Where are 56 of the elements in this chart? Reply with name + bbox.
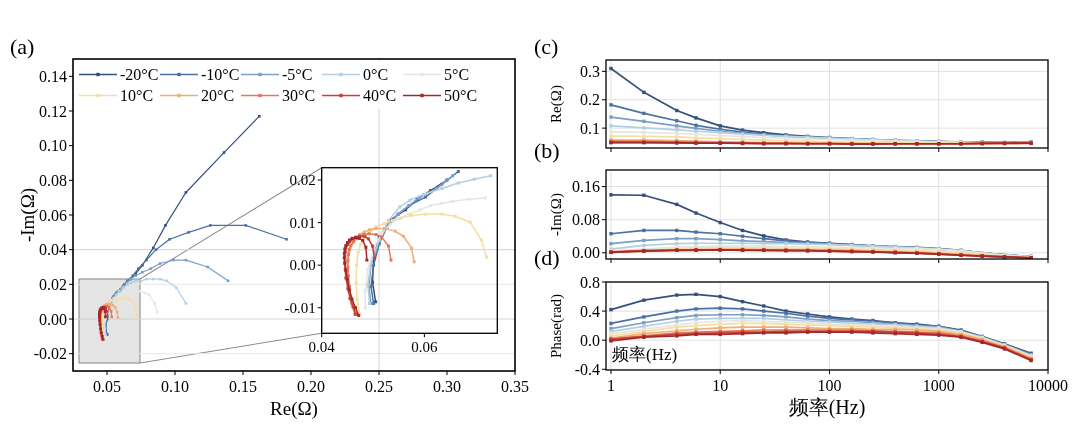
y-tick-label: 0.00 bbox=[289, 257, 316, 274]
chart-title: (b) bbox=[534, 138, 560, 163]
legend-label: 5°C bbox=[444, 66, 470, 83]
x-tick-label: 1000 bbox=[922, 377, 955, 394]
x-axis-title: 频率(Hz) bbox=[788, 396, 866, 419]
annotation: 频率(Hz) bbox=[612, 345, 678, 364]
y-tick-label: 0.06 bbox=[39, 206, 67, 224]
legend-label: 10°C bbox=[120, 87, 154, 104]
chart-title: (a) bbox=[10, 34, 35, 59]
x-tick-label: 0.35 bbox=[501, 378, 529, 395]
y-tick-label: 0.0 bbox=[580, 331, 600, 349]
y-tick-label: 0.08 bbox=[572, 211, 600, 229]
legend-label: 20°C bbox=[201, 87, 235, 104]
chart-title: (c) bbox=[534, 34, 559, 59]
legend-label: 50°C bbox=[444, 87, 478, 104]
y-tick-label: -0.4 bbox=[574, 360, 600, 378]
y-tick-label: 0.4 bbox=[580, 302, 600, 320]
x-tick-label: 100 bbox=[817, 377, 842, 394]
y-tick-label: 0.8 bbox=[580, 273, 600, 291]
legend-label: -20°C bbox=[120, 66, 159, 83]
y-tick-label: 0.3 bbox=[580, 62, 600, 80]
x-tick-label: 0.30 bbox=[433, 378, 461, 395]
y-axis-title: Phase(rad) bbox=[548, 293, 565, 359]
y-tick-label: 0.14 bbox=[39, 67, 67, 85]
legend-label: -5°C bbox=[282, 66, 313, 83]
y-tick-label: 0.04 bbox=[39, 241, 67, 259]
x-tick-label: 0.25 bbox=[365, 378, 393, 395]
x-tick-label: 10000 bbox=[1028, 377, 1068, 394]
y-tick-label: 0.10 bbox=[39, 137, 67, 155]
y-tick-label: 0.12 bbox=[39, 102, 67, 120]
y-tick-label: 0.00 bbox=[39, 310, 67, 328]
x-tick-label: 0.05 bbox=[93, 378, 121, 395]
y-tick-label: -0.02 bbox=[33, 345, 67, 363]
x-tick-label: 10 bbox=[712, 377, 729, 394]
x-tick-label: 0.20 bbox=[297, 378, 325, 395]
y-tick-label: 0.16 bbox=[572, 178, 600, 196]
y-tick-label: 0.02 bbox=[39, 275, 67, 293]
y-axis-title: Re(Ω) bbox=[548, 85, 565, 123]
legend-label: 30°C bbox=[282, 87, 316, 104]
y-tick-label: 0.00 bbox=[572, 244, 600, 262]
x-tick-label: 0.15 bbox=[229, 378, 257, 395]
y-axis-title: -Im(Ω) bbox=[16, 187, 39, 243]
y-tick-label: 0.08 bbox=[39, 171, 67, 189]
x-tick-label: 0.10 bbox=[161, 378, 189, 395]
legend-label: 40°C bbox=[363, 87, 397, 104]
y-tick-label: 0.2 bbox=[580, 91, 600, 109]
legend-label: -10°C bbox=[201, 66, 240, 83]
chart-title: (d) bbox=[534, 245, 560, 270]
y-tick-label: 0.02 bbox=[289, 172, 316, 189]
y-tick-label: 0.1 bbox=[580, 119, 600, 137]
legend-label: 0°C bbox=[363, 66, 389, 83]
y-tick-label: -0.01 bbox=[284, 299, 316, 316]
y-axis-title: -Im(Ω) bbox=[548, 193, 565, 236]
x-axis-title: Re(Ω) bbox=[270, 398, 318, 420]
x-tick-label: 1 bbox=[607, 377, 615, 394]
y-tick-label: 0.01 bbox=[289, 214, 316, 231]
